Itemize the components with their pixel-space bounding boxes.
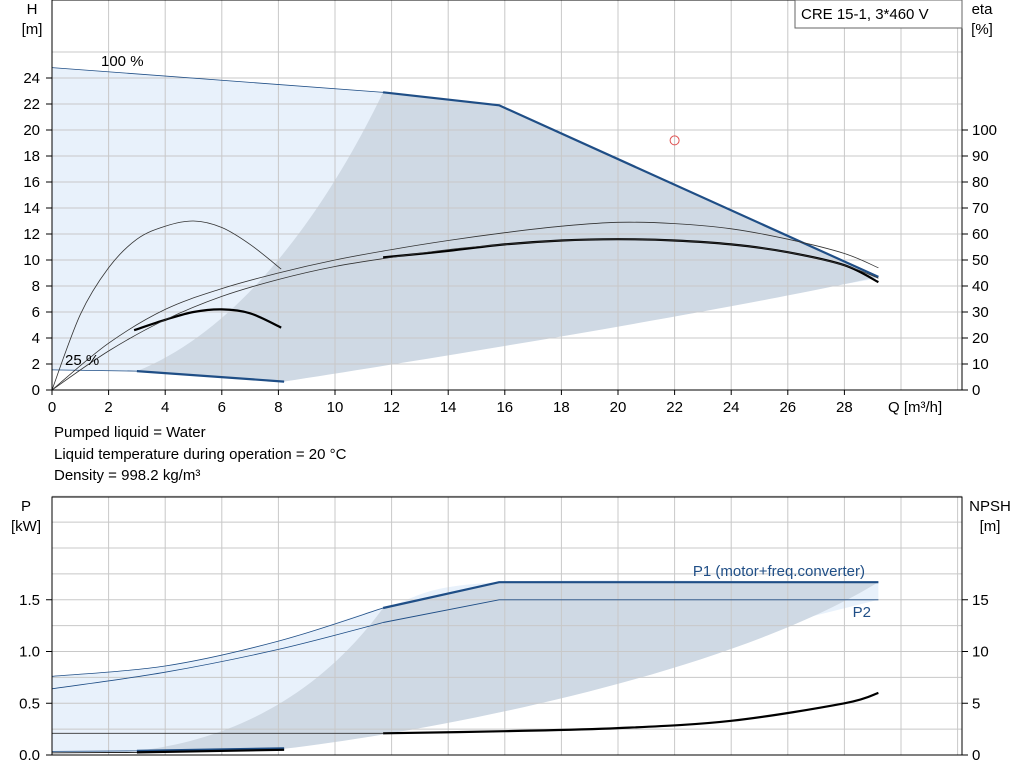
x-tick-label: 16 bbox=[496, 399, 513, 416]
x-tick-label: 28 bbox=[836, 399, 853, 416]
eta-25-curve bbox=[133, 308, 282, 332]
x-tick-label: 26 bbox=[779, 399, 796, 416]
y2-axis-label-npsh: NPSH bbox=[969, 498, 1011, 515]
y2-tick-label: 100 bbox=[972, 122, 997, 139]
eta-thin-upper-curve bbox=[52, 221, 879, 390]
y-axis-label-h: H bbox=[27, 1, 38, 18]
y-tick-label: 1.0 bbox=[19, 644, 40, 661]
model-box bbox=[794, 0, 963, 29]
envelope-operating-region-bottom bbox=[136, 582, 879, 751]
y-axis-unit-p: [kW] bbox=[11, 518, 41, 535]
plot-frame-bottom bbox=[51, 496, 963, 756]
p1-curve-thin bbox=[52, 607, 384, 677]
x-tick-label: 14 bbox=[440, 399, 457, 416]
y2-tick-label: 70 bbox=[972, 200, 989, 217]
y2-tick-label: 15 bbox=[972, 592, 989, 609]
y-tick-label: 4 bbox=[32, 330, 40, 347]
y-tick-label: 1.5 bbox=[19, 592, 40, 609]
y-tick-label: 6 bbox=[32, 304, 40, 321]
x-tick-label: 6 bbox=[218, 399, 226, 416]
y2-tick-label: 10 bbox=[972, 644, 989, 661]
liquid-temperature-info: Liquid temperature during operation = 20… bbox=[54, 446, 347, 463]
x-tick-label: 4 bbox=[161, 399, 169, 416]
y-tick-label: 14 bbox=[23, 200, 40, 217]
annotation-25-percent: 25 % bbox=[65, 352, 99, 369]
x-tick-label: 12 bbox=[383, 399, 400, 416]
y-tick-label: 20 bbox=[23, 122, 40, 139]
y2-tick-label: 50 bbox=[972, 252, 989, 269]
y-tick-label: 2 bbox=[32, 356, 40, 373]
y-tick-label: 8 bbox=[32, 278, 40, 295]
y-tick-label: 10 bbox=[23, 252, 40, 269]
head-100-curve bbox=[382, 91, 879, 278]
y2-tick-label: 90 bbox=[972, 148, 989, 165]
p2-25-curve bbox=[136, 748, 285, 754]
series-label-p1: P1 (motor+freq.converter) bbox=[693, 563, 865, 580]
head-25-curve bbox=[136, 370, 285, 383]
y2-tick-label: 0 bbox=[972, 382, 980, 399]
pumped-liquid-info: Pumped liquid = Water bbox=[54, 424, 206, 441]
y-axis-label-p: P bbox=[21, 498, 31, 515]
x-tick-label: 8 bbox=[274, 399, 282, 416]
series-label-p2: P2 bbox=[853, 604, 871, 621]
power-npsh-chart: 0.0 0.5 1.0 1.5 0 5 10 15 P [kW] NPSH [m] P1 (… bbox=[11, 495, 1011, 764]
y-tick-label: 0.0 bbox=[19, 747, 40, 764]
y-tick-label: 18 bbox=[23, 148, 40, 165]
x-tick-label: 24 bbox=[723, 399, 740, 416]
y-tick-label: 0 bbox=[32, 382, 40, 399]
p2-curve bbox=[383, 599, 879, 623]
p1-25-curve bbox=[136, 747, 285, 752]
y2-tick-label: 40 bbox=[972, 278, 989, 295]
y-tick-label: 16 bbox=[23, 174, 40, 191]
x-axis-label: Q [m³/h] bbox=[888, 399, 942, 416]
npsh-curve bbox=[383, 691, 879, 735]
p1-curve bbox=[382, 581, 879, 610]
plot-frame bbox=[51, 0, 963, 391]
eta-thin-lower-curve bbox=[52, 238, 879, 390]
y2-tick-label: 60 bbox=[972, 226, 989, 243]
y-axis-unit-h: [m] bbox=[22, 21, 43, 38]
y-tick-label: 24 bbox=[23, 70, 40, 87]
y-tick-label: 0.5 bbox=[19, 695, 40, 712]
eta-thin-25-curve bbox=[52, 220, 282, 390]
y-tick-label: 22 bbox=[23, 96, 40, 113]
y-tick-label: 12 bbox=[23, 226, 40, 243]
y2-tick-label: 20 bbox=[972, 330, 989, 347]
x-tick-label: 18 bbox=[553, 399, 570, 416]
y2-tick-label: 0 bbox=[972, 747, 980, 764]
x-tick-label: 20 bbox=[610, 399, 627, 416]
model-label: CRE 15-1, 3*460 V bbox=[801, 6, 929, 23]
y2-tick-label: 30 bbox=[972, 304, 989, 321]
x-tick-label: 22 bbox=[666, 399, 683, 416]
y2-tick-label: 10 bbox=[972, 356, 989, 373]
x-tick-label: 2 bbox=[104, 399, 112, 416]
p2-curve-thin bbox=[52, 622, 384, 690]
y2-tick-label: 80 bbox=[972, 174, 989, 191]
operating-point-marker bbox=[669, 135, 680, 146]
annotation-100-percent: 100 % bbox=[101, 53, 144, 70]
y2-axis-unit-npsh: [m] bbox=[980, 518, 1001, 535]
y2-tick-label: 5 bbox=[972, 695, 980, 712]
density-info: Density = 998.2 kg/m³ bbox=[54, 467, 201, 484]
envelope-operating-region bbox=[136, 92, 879, 382]
y2-axis-label-eta: eta bbox=[972, 1, 994, 18]
head-efficiency-chart: 0 2 4 6 8 10 12 14 16 18 20 22 24 26 28 02468101214161… bbox=[22, 0, 997, 416]
y2-axis-unit-eta: [%] bbox=[971, 21, 993, 38]
x-tick-label: 10 bbox=[327, 399, 344, 416]
x-tick-label: 0 bbox=[48, 399, 56, 416]
